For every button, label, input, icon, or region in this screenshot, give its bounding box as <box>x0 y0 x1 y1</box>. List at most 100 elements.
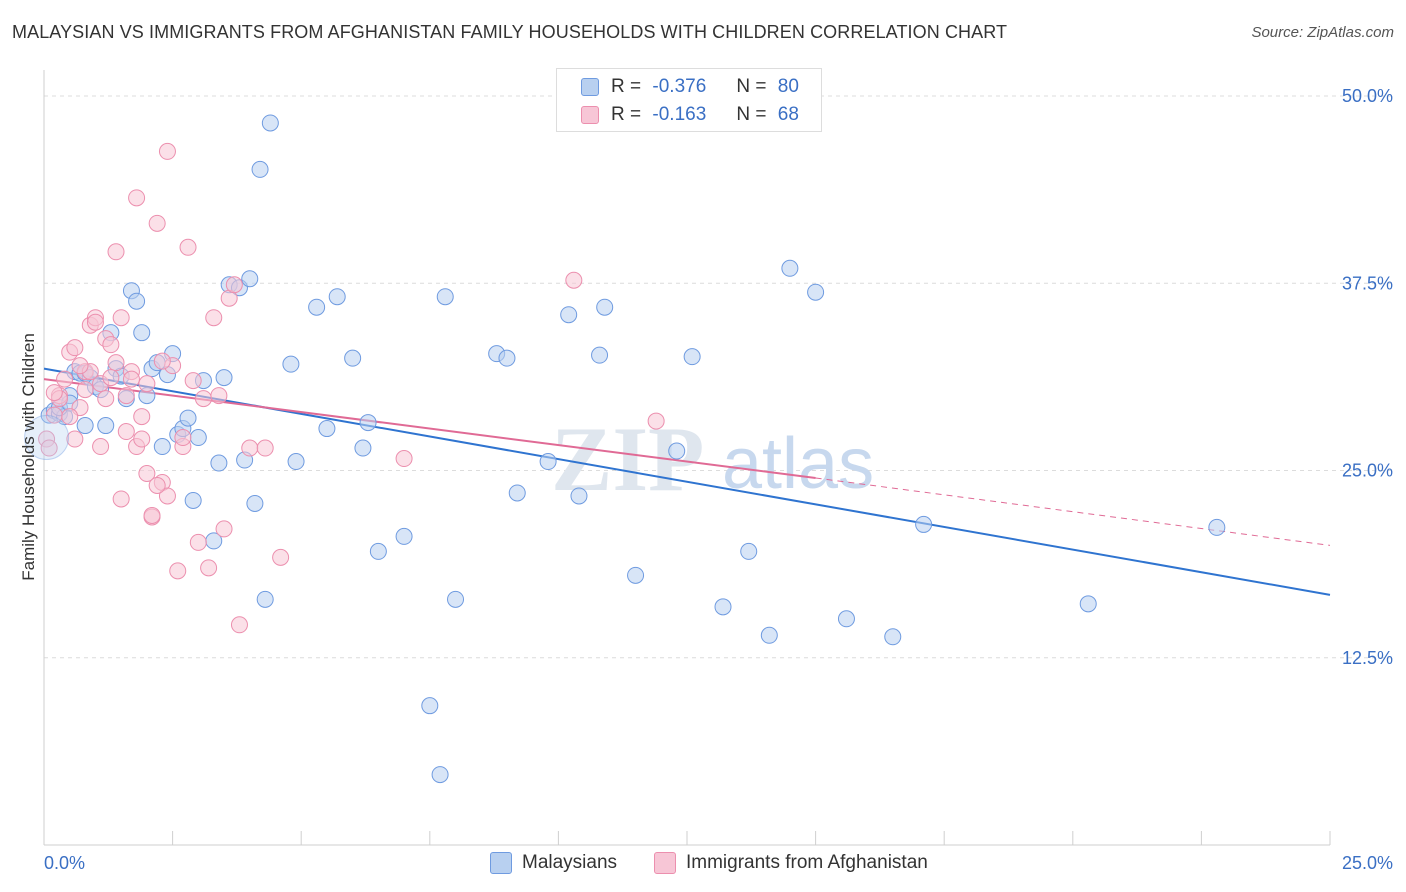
malaysian-point <box>251 160 269 178</box>
malaysian-point <box>596 298 614 316</box>
x-tick-labels: 0.0% 25.0% <box>44 853 1393 873</box>
bottom-legend-afghan: Immigrants from Afghanistan <box>654 852 928 874</box>
malaysian-point <box>328 288 346 306</box>
afghan-point <box>112 490 130 508</box>
afghan-point <box>179 238 197 256</box>
afghan-point <box>107 243 125 261</box>
afghan-point <box>230 616 248 634</box>
chart-title: MALAYSIAN VS IMMIGRANTS FROM AFGHANISTAN… <box>12 22 1008 42</box>
malaysian-point <box>308 298 326 316</box>
afghan-point <box>133 430 151 448</box>
afghan-r-value: -0.163 <box>652 104 707 125</box>
malaysian-point <box>210 454 228 472</box>
malaysian-point <box>282 355 300 373</box>
data-points <box>24 114 1226 784</box>
afghan-point <box>76 381 94 399</box>
malaysian-point <box>344 349 362 367</box>
afghan-point <box>56 370 74 388</box>
afghan-point <box>194 390 212 408</box>
afghan-point <box>117 423 135 441</box>
legend-n-label: N = <box>736 76 767 97</box>
afghan-swatch <box>581 106 599 124</box>
afghan-point <box>210 387 228 405</box>
y-tick-label: 50.0% <box>1342 86 1393 106</box>
y-tick-label: 25.0% <box>1342 461 1393 481</box>
malaysian-point <box>508 484 526 502</box>
afghan-point <box>148 476 166 494</box>
malaysian-point <box>1208 518 1226 536</box>
malaysian-point <box>884 628 902 646</box>
malaysians-trend-line <box>43 367 1331 596</box>
afghan-point <box>225 276 243 294</box>
afghan-point <box>112 309 130 327</box>
afghan-trend-extension <box>815 477 1331 546</box>
malaysian-point <box>436 288 454 306</box>
malaysian-point <box>261 114 279 132</box>
malaysian-point <box>395 527 413 545</box>
legend-r-label: R = <box>611 104 642 125</box>
afghan-point <box>205 309 223 327</box>
malaysian-point <box>354 439 372 457</box>
correlation-legend: R = -0.376 N = 80 R = -0.163 N = 68 <box>556 68 822 132</box>
malaysian-point <box>421 697 439 715</box>
afghan-point <box>395 450 413 468</box>
malaysian-point <box>760 626 778 644</box>
malaysian-point <box>570 487 588 505</box>
x-tick-label-min: 0.0% <box>44 853 85 873</box>
afghan-point <box>66 339 84 357</box>
y-axis-title: Family Households with Children <box>19 333 38 581</box>
afghan-point <box>71 357 89 375</box>
malaysian-point <box>246 494 264 512</box>
afghan-point <box>215 520 233 538</box>
malaysian-point <box>807 283 825 301</box>
malaysian-point <box>668 442 686 460</box>
malaysian-point <box>128 292 146 310</box>
afghan-point <box>200 559 218 577</box>
afghan-legend-label: Immigrants from Afghanistan <box>686 852 928 873</box>
malaysian-point <box>591 346 609 364</box>
afghan-point <box>169 562 187 580</box>
malaysian-point <box>837 610 855 628</box>
trend-lines <box>43 367 1331 596</box>
afghan-point <box>153 352 171 370</box>
malaysian-point <box>133 324 151 342</box>
malaysian-point <box>539 453 557 471</box>
malaysian-point <box>431 766 449 784</box>
gridlines <box>44 95 1392 659</box>
malaysian-point <box>627 566 645 584</box>
malaysian-point <box>256 590 274 608</box>
afghan-point <box>143 506 161 524</box>
afghan-trend-line <box>43 378 816 479</box>
malaysians-legend-label: Malaysians <box>522 852 618 873</box>
malaysian-point <box>153 438 171 456</box>
cluster-point <box>24 415 70 461</box>
malaysian-point <box>97 417 115 435</box>
malaysian-point <box>184 491 202 509</box>
afghan-point <box>174 429 192 447</box>
afghan-legend-swatch <box>654 852 676 874</box>
bottom-legend-malaysians: Malaysians <box>490 852 617 874</box>
afghan-point <box>158 142 176 160</box>
afghan-point <box>66 430 84 448</box>
afghan-n-value: 68 <box>777 104 799 125</box>
legend-row-malaysians: R = -0.376 N = 80 <box>581 76 799 98</box>
afghan-point <box>117 387 135 405</box>
afghan-point <box>102 336 120 354</box>
afghan-point <box>189 533 207 551</box>
malaysian-point <box>215 369 233 387</box>
afghan-point <box>241 439 259 457</box>
afghan-point <box>647 412 665 430</box>
malaysian-point <box>318 420 336 438</box>
watermark: ZIP atlas <box>551 408 874 510</box>
axes <box>43 70 1331 846</box>
malaysian-point <box>287 453 305 471</box>
source-label: Source: ZipAtlas.com <box>1251 24 1394 41</box>
afghan-point <box>148 214 166 232</box>
legend-row-afghan: R = -0.163 N = 68 <box>581 104 799 126</box>
afghan-point <box>97 390 115 408</box>
y-tick-label: 37.5% <box>1342 273 1393 293</box>
afghan-point <box>256 439 274 457</box>
malaysian-point <box>560 306 578 324</box>
afghan-point <box>92 438 110 456</box>
